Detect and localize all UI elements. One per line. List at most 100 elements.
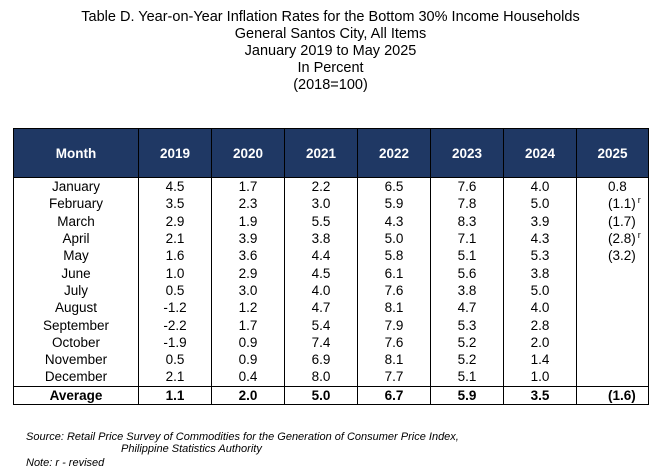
value-cell: 5.1 (430, 247, 504, 265)
value-text: 1.7 (238, 179, 258, 195)
month-cell: November (13, 350, 139, 369)
value-text: 4.7 (457, 300, 477, 316)
table-row: April 2.1 3.9 3.8 5.0 7.1 4.3 (2.8) r (13, 229, 649, 248)
value-cell: 3.6 (211, 247, 285, 265)
value-cell: 5.2 (430, 333, 504, 351)
value-cell: 5.0 (284, 385, 358, 405)
value-cell (576, 350, 649, 369)
value-text: 5.2 (457, 352, 477, 368)
value-text: 4.0 (530, 179, 550, 195)
value-cell: 1.7 (211, 316, 285, 334)
title-line: January 2019 to May 2025 (244, 43, 417, 59)
value-cell: 7.4 (284, 333, 358, 351)
column-header: 2024 (503, 128, 577, 178)
value-text: 8.1 (384, 352, 404, 368)
value-text: 3.6 (238, 248, 258, 264)
table-row: June 1.0 2.9 4.5 6.1 5.6 3.8 (13, 264, 649, 282)
value-text: 5.8 (384, 248, 404, 264)
value-text: 5.2 (457, 334, 477, 350)
value-cell: 1.2 (211, 299, 285, 317)
value-text: 3.8 (530, 265, 550, 281)
value-cell: 2.2 (284, 177, 358, 196)
value-cell: 5.0 (503, 281, 577, 300)
table-row: December 2.1 0.4 8.0 7.7 5.1 1.0 (13, 368, 649, 387)
value-cell: 4.0 (284, 281, 358, 300)
value-cell: 2.9 (211, 264, 285, 282)
value-text: (2.8) (608, 231, 636, 247)
value-text: 6.5 (384, 179, 404, 195)
value-text: 8.3 (457, 213, 477, 229)
value-text: (1.7) (608, 213, 636, 229)
value-text: 7.9 (384, 317, 404, 333)
value-cell: 7.1 (430, 229, 504, 248)
month-cell: January (13, 177, 139, 196)
value-cell: 2.1 (138, 368, 212, 387)
value-cell: 4.5 (284, 264, 358, 282)
title-line: General Santos City, All Items (234, 26, 427, 42)
value-cell: 5.9 (357, 195, 431, 213)
month-cell: August (13, 299, 139, 317)
value-cell: 4.0 (503, 299, 577, 317)
month-cell: July (13, 281, 139, 300)
value-cell: 4.3 (503, 229, 577, 248)
value-text: 5.0 (530, 196, 550, 212)
value-cell: 5.4 (284, 316, 358, 334)
value-cell: 5.8 (357, 247, 431, 265)
value-cell: 2.0 (211, 385, 285, 405)
table-row: May 1.6 3.6 4.4 5.8 5.1 5.3 (3.2) (13, 247, 649, 265)
value-text: 0.9 (238, 352, 258, 368)
value-text: 7.1 (457, 231, 477, 247)
month-cell: October (13, 333, 139, 351)
value-cell: 8.0 (284, 368, 358, 387)
value-cell: 6.1 (357, 264, 431, 282)
value-text: 2.1 (165, 231, 185, 247)
table-row: February 3.5 2.3 3.0 5.9 7.8 5.0 (1.1) r (13, 195, 649, 213)
value-text: 4.0 (530, 300, 550, 316)
table-row: January 4.5 1.7 2.2 6.5 7.6 4.0 0.8 (13, 177, 649, 196)
month-cell: December (13, 368, 139, 387)
value-cell: (2.8) r (576, 229, 649, 248)
month-cell: May (13, 247, 139, 265)
month-cell: September (13, 316, 139, 334)
value-text: 7.6 (384, 334, 404, 350)
value-cell: 3.8 (430, 281, 504, 300)
value-text: 1.9 (238, 213, 258, 229)
value-text: 6.9 (311, 352, 331, 368)
source-note: Source: Retail Price Survey of Commoditi… (26, 431, 459, 469)
value-text: -1.2 (163, 300, 187, 316)
table-row: November 0.5 0.9 6.9 8.1 5.2 1.4 (13, 350, 649, 369)
value-text: 2.9 (165, 213, 185, 229)
value-cell: 7.6 (430, 177, 504, 196)
table-row: August -1.2 1.2 4.7 8.1 4.7 4.0 (13, 299, 649, 317)
value-text: -1.9 (163, 334, 187, 350)
table-row: October -1.9 0.9 7.4 7.6 5.2 2.0 (13, 333, 649, 351)
month-cell: June (13, 264, 139, 282)
title-line: In Percent (297, 60, 364, 76)
value-cell: 4.7 (284, 299, 358, 317)
source-line: Philippine Statistics Authority (121, 443, 262, 455)
value-text: 5.5 (311, 213, 331, 229)
value-text: 4.0 (311, 282, 331, 298)
value-cell: 1.9 (211, 212, 285, 230)
value-cell: -1.2 (138, 299, 212, 317)
value-text: 5.6 (457, 265, 477, 281)
month-cell: February (13, 195, 139, 213)
value-text: 1.4 (530, 352, 550, 368)
value-text: 7.4 (311, 334, 331, 350)
value-cell: 2.0 (503, 333, 577, 351)
title-line: Table D. Year-on-Year Inflation Rates fo… (81, 9, 580, 25)
value-text: 1.0 (165, 265, 185, 281)
value-cell: 1.0 (138, 264, 212, 282)
value-text: 3.8 (311, 231, 331, 247)
header-row: Month 2019 2020 2021 2022 2023 2024 2025 (13, 128, 649, 178)
value-cell: 8.3 (430, 212, 504, 230)
table-body: January 4.5 1.7 2.2 6.5 7.6 4.0 0.8 February 3.5 2… (13, 177, 649, 405)
value-text: 2.0 (530, 334, 550, 350)
value-cell: 5.5 (284, 212, 358, 230)
value-cell: 6.9 (284, 350, 358, 369)
title-line: (2018=100) (293, 77, 368, 93)
value-cell: 8.1 (357, 299, 431, 317)
column-header: 2020 (211, 128, 285, 178)
value-text: 2.0 (238, 387, 258, 403)
column-header: 2022 (357, 128, 431, 178)
